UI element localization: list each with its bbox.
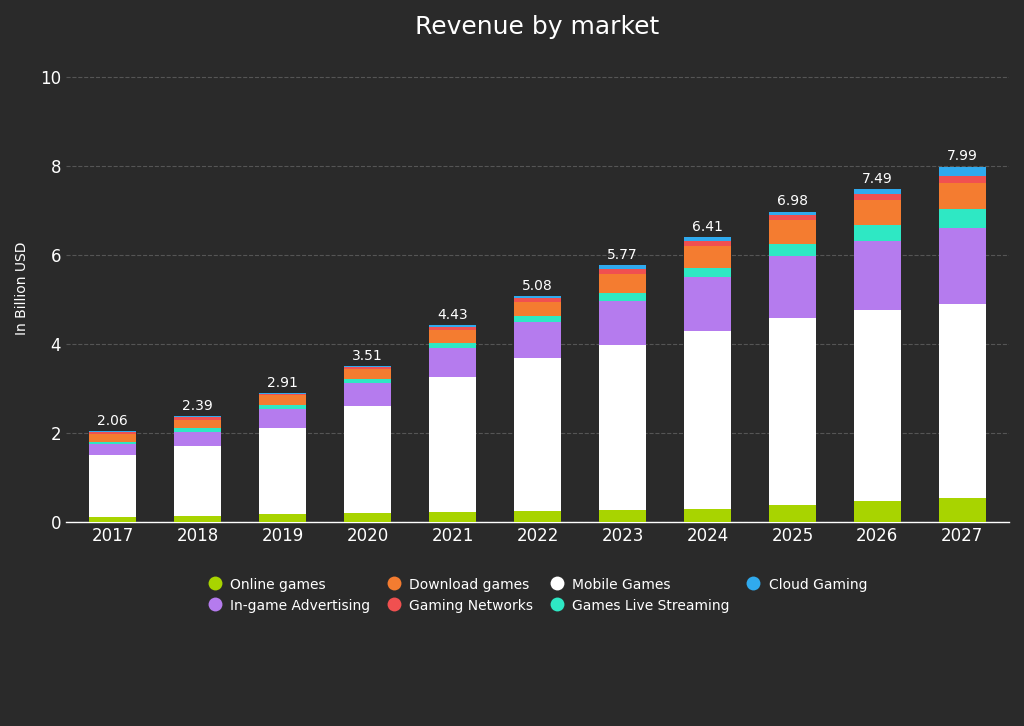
Bar: [429, 327, 476, 330]
Bar: [429, 330, 476, 343]
Text: 3.51: 3.51: [352, 349, 383, 363]
Bar: [769, 215, 816, 221]
Text: 7.99: 7.99: [947, 150, 978, 163]
Bar: [514, 322, 561, 358]
Bar: [259, 396, 306, 405]
Text: 5.08: 5.08: [522, 279, 553, 293]
Bar: [939, 183, 986, 209]
Bar: [429, 512, 476, 523]
Bar: [174, 428, 221, 431]
Legend: Online games, In-game Advertising, Download games, Gaming Networks, Mobile Games: Online games, In-game Advertising, Downl…: [203, 572, 872, 619]
Bar: [684, 268, 731, 277]
Bar: [89, 433, 136, 441]
Bar: [599, 301, 646, 345]
Bar: [854, 225, 901, 240]
Bar: [769, 505, 816, 523]
Bar: [259, 428, 306, 514]
Bar: [174, 420, 221, 428]
Bar: [174, 431, 221, 446]
Bar: [429, 348, 476, 378]
Bar: [939, 166, 986, 176]
Bar: [599, 510, 646, 523]
Text: 2.91: 2.91: [267, 375, 298, 390]
Bar: [174, 416, 221, 417]
Bar: [599, 274, 646, 293]
Bar: [89, 517, 136, 523]
Bar: [854, 501, 901, 523]
Bar: [514, 511, 561, 523]
Bar: [769, 244, 816, 256]
Bar: [854, 200, 901, 225]
Bar: [344, 379, 391, 383]
Bar: [89, 441, 136, 444]
Bar: [429, 325, 476, 327]
Bar: [174, 515, 221, 523]
Bar: [854, 309, 901, 501]
Bar: [939, 498, 986, 523]
Bar: [769, 256, 816, 317]
Bar: [259, 393, 306, 396]
Bar: [939, 176, 986, 183]
Bar: [429, 343, 476, 348]
Y-axis label: In Billion USD: In Billion USD: [15, 242, 29, 335]
Bar: [599, 293, 646, 301]
Bar: [344, 366, 391, 367]
Bar: [769, 211, 816, 215]
Bar: [939, 304, 986, 498]
Bar: [514, 296, 561, 298]
Bar: [259, 405, 306, 409]
Bar: [854, 189, 901, 194]
Text: 2.06: 2.06: [97, 414, 128, 428]
Bar: [344, 367, 391, 370]
Text: 6.41: 6.41: [692, 220, 723, 234]
Text: 2.39: 2.39: [182, 399, 213, 413]
Bar: [854, 194, 901, 200]
Bar: [514, 317, 561, 322]
Bar: [769, 317, 816, 505]
Bar: [344, 383, 391, 406]
Text: 6.98: 6.98: [777, 195, 808, 208]
Bar: [344, 370, 391, 379]
Text: 4.43: 4.43: [437, 308, 468, 322]
Bar: [259, 409, 306, 428]
Bar: [174, 446, 221, 515]
Bar: [939, 209, 986, 227]
Title: Revenue by market: Revenue by market: [416, 15, 659, 39]
Bar: [854, 240, 901, 309]
Bar: [89, 432, 136, 433]
Text: 7.49: 7.49: [862, 172, 893, 186]
Bar: [259, 514, 306, 523]
Bar: [684, 246, 731, 268]
Bar: [344, 406, 391, 513]
Bar: [89, 455, 136, 517]
Text: 5.77: 5.77: [607, 248, 638, 262]
Bar: [514, 302, 561, 317]
Bar: [684, 331, 731, 509]
Bar: [344, 513, 391, 523]
Bar: [174, 417, 221, 420]
Bar: [684, 237, 731, 240]
Bar: [684, 240, 731, 246]
Bar: [939, 227, 986, 304]
Bar: [514, 298, 561, 302]
Bar: [599, 266, 646, 269]
Bar: [89, 431, 136, 432]
Bar: [429, 378, 476, 512]
Bar: [599, 269, 646, 274]
Bar: [769, 221, 816, 244]
Bar: [514, 358, 561, 511]
Bar: [684, 277, 731, 331]
Bar: [599, 345, 646, 510]
Bar: [684, 509, 731, 523]
Bar: [89, 444, 136, 455]
